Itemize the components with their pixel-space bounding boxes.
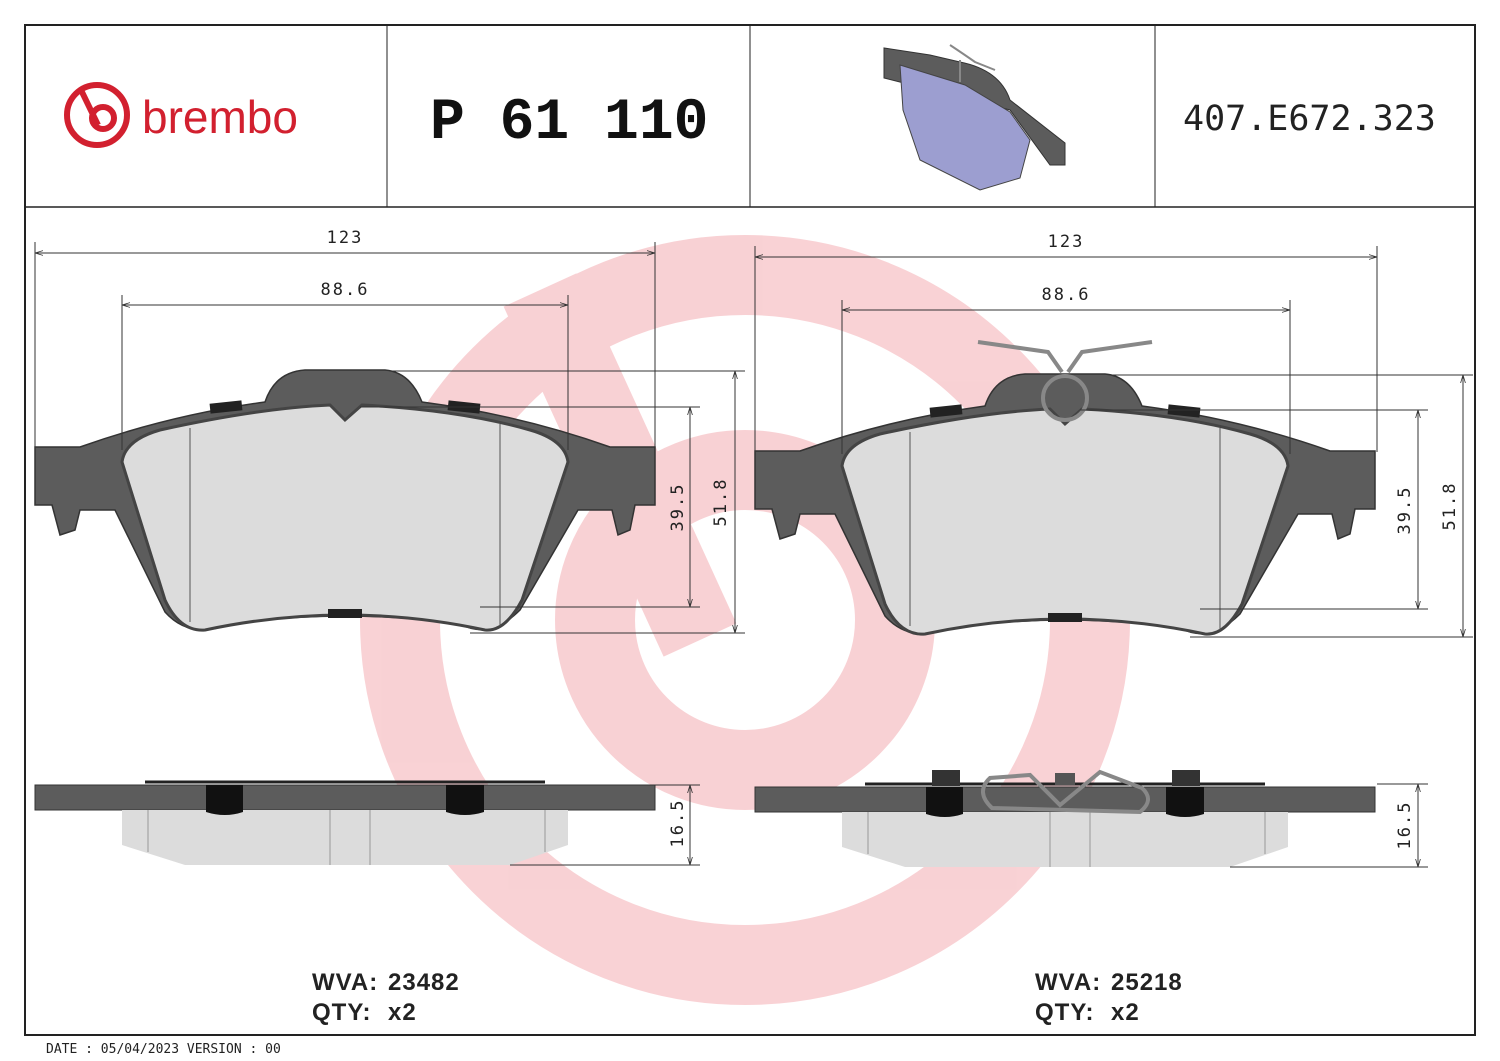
- dim-overall-height: 51.8: [711, 478, 731, 527]
- brembo-logo: brembo: [64, 82, 298, 148]
- qty: x2: [388, 999, 417, 1026]
- qty: x2: [1111, 999, 1140, 1026]
- dim-thickness: 16.5: [1395, 801, 1415, 850]
- dim-thickness: 16.5: [668, 799, 688, 848]
- wva-label: WVA:: [312, 969, 378, 996]
- view-right: 123 88.6 39.5 51.8 16.5 WVA: 25218 QTY: …: [753, 232, 1473, 1026]
- dim-pad-height: 39.5: [1395, 486, 1415, 535]
- pad-3d: [883, 44, 1066, 191]
- wva-label: WVA:: [1035, 969, 1101, 996]
- clip-spring: [977, 340, 1153, 815]
- dim-overall-width: 123: [327, 228, 364, 248]
- dim-overall-width: 123: [1048, 232, 1085, 252]
- dim-pad-height: 39.5: [668, 483, 688, 532]
- wva: 23482: [388, 969, 460, 996]
- view-left: 123 88.6 39.5 51.8 16.5 WVA: 23482 QTY: …: [33, 228, 745, 1026]
- brand: brembo: [142, 91, 298, 143]
- part-number: P 61 110: [430, 91, 708, 156]
- dim-overall-height: 51.8: [1440, 482, 1460, 531]
- footer: DATE : 05/04/2023 VERSION : 00: [46, 1042, 281, 1057]
- qty-label: QTY:: [1035, 999, 1095, 1026]
- code: 407.E672.323: [1183, 99, 1436, 139]
- dim-pad-width: 88.6: [321, 280, 370, 300]
- wva: 25218: [1111, 969, 1183, 996]
- qty-label: QTY:: [312, 999, 372, 1026]
- dim-pad-width: 88.6: [1042, 285, 1091, 305]
